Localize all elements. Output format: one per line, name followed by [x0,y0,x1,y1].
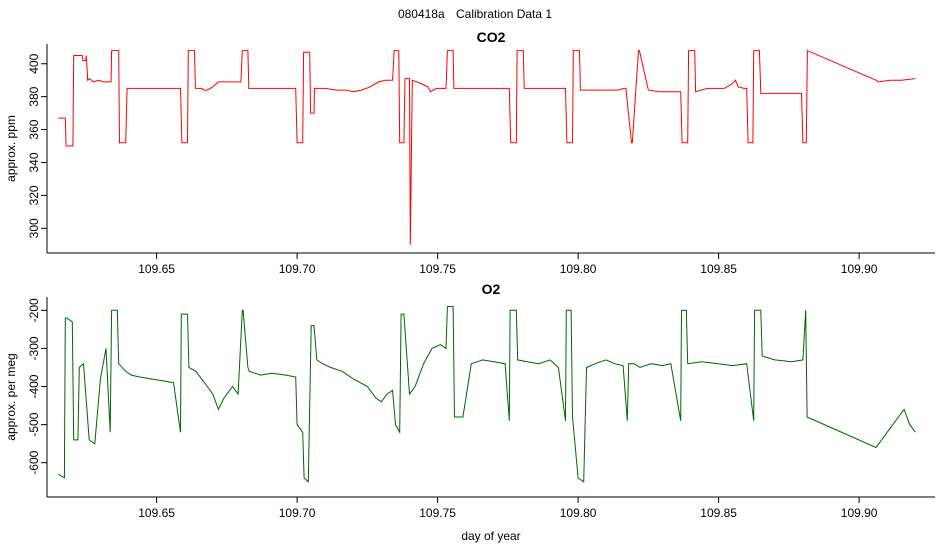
y-axis-label: approx. ppm [4,115,18,182]
x-tick-label: 109.80 [560,506,597,520]
x-tick-label: 109.70 [279,262,316,276]
y-tick-label: -300 [27,336,41,360]
y-tick-label: 320 [27,185,41,205]
y-tick-label: 300 [27,218,41,238]
series-line [57,306,916,483]
x-tick-label: 109.65 [138,506,175,520]
y-tick-label: 400 [27,53,41,73]
figure-title-text: Calibration Data 1 [456,7,552,21]
y-tick-label: -500 [27,412,41,436]
y-tick-label: 380 [27,86,41,106]
run-id: 080418a [398,7,445,21]
figure-title: 080418a Calibration Data 1 [398,7,552,21]
x-tick-label: 109.75 [419,262,456,276]
y-tick-label: -400 [27,374,41,398]
x-axis-label: day of year [461,529,520,543]
x-tick-label: 109.85 [700,262,737,276]
y-tick-label: -600 [27,450,41,474]
x-tick-label: 109.90 [841,506,878,520]
x-tick-label: 109.75 [419,506,456,520]
x-tick-label: 109.65 [138,262,175,276]
x-tick-label: 109.80 [560,262,597,276]
x-tick-label: 109.90 [841,262,878,276]
y-axis-label: approx. per meg [4,353,18,440]
x-tick-label: 109.70 [279,506,316,520]
panel-title: O2 [482,281,501,297]
panel-title: CO2 [477,29,506,45]
series-line [58,49,916,245]
co2-panel: CO2 109.65 109.70 109.75 109.80 109.85 109.90 3… [4,29,935,276]
y-tick-label: 340 [27,152,41,172]
x-tick-label: 109.85 [700,506,737,520]
y-tick-label: 360 [27,119,41,139]
o2-panel: O2 109.65 109.70 109.75 109.80 109.85 109.90 -2… [4,281,935,543]
y-tick-label: -200 [27,298,41,322]
